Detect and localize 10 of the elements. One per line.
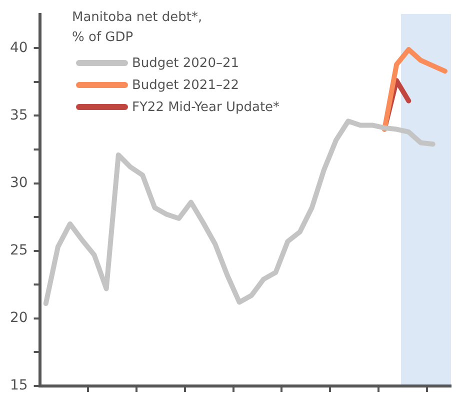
legend-label: Budget 2021–22 <box>132 78 240 92</box>
text: Manitoba net debt*, % of GDP <box>72 9 202 47</box>
legend-label: Budget 2020–21 <box>132 56 240 70</box>
y-tick-label: 20 <box>10 310 28 326</box>
y-tick-label: 35 <box>10 107 28 124</box>
legend-label: FY22 Mid-Year Update* <box>132 100 280 114</box>
y-tick-label: 25 <box>10 242 28 259</box>
y-tick-label: 40 <box>10 40 28 56</box>
y-tick-label: 30 <box>10 174 28 191</box>
y-tick-label: 15 <box>10 378 28 394</box>
